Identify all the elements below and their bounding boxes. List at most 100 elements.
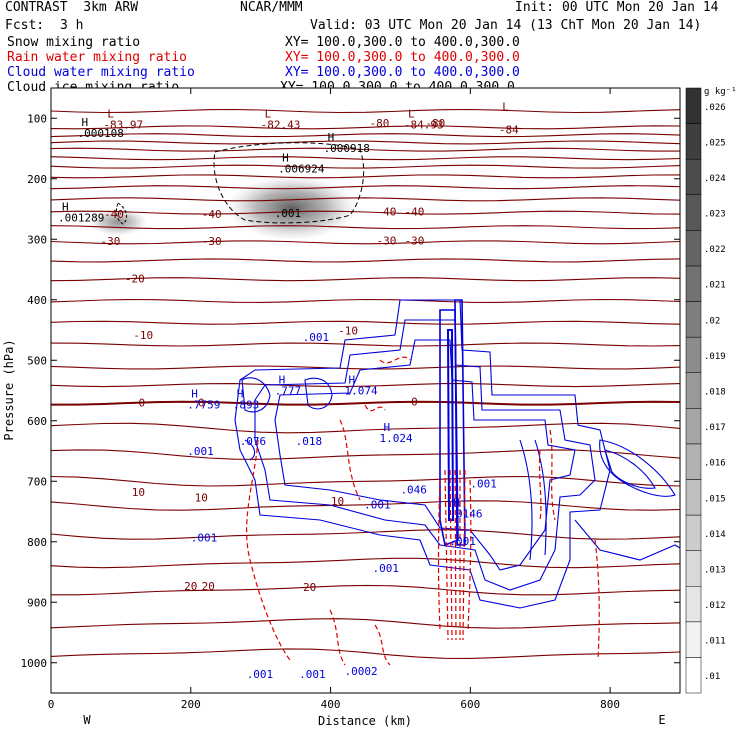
temperature-contour-line	[50, 147, 680, 152]
cloud-water-contours	[234, 299, 681, 609]
extremum-letter: H	[282, 152, 289, 165]
temperature-contour-line	[50, 648, 681, 659]
temperature-label: 0	[139, 397, 146, 410]
extremum-letter: L	[107, 108, 114, 121]
y-axis-label: Pressure (hPa)	[2, 339, 16, 440]
legend-cloud-water-xy: XY= 100.0,300.0 to 400.0,300.0	[285, 65, 520, 80]
extremum-value: .893	[233, 399, 260, 412]
temperature-contour-line	[50, 320, 681, 325]
temperature-label: 10	[132, 486, 145, 499]
temperature-contour-line	[51, 584, 681, 596]
extremum-value: .006924	[278, 163, 325, 176]
x-tick-label: 200	[181, 698, 201, 711]
temperature-contour-line	[50, 174, 681, 179]
cloud-ice-contour	[213, 142, 365, 224]
temperature-label: 0	[198, 397, 205, 410]
temperature-label: 10	[195, 492, 208, 505]
extremum-letter: H	[383, 421, 390, 434]
extremum-value: -84.93	[404, 119, 444, 132]
extremum-value: .001	[275, 207, 302, 220]
x-tick-label: 400	[321, 698, 341, 711]
temperature-label: -40	[404, 205, 424, 218]
snow-shading	[88, 176, 357, 240]
colorbar-swatch	[685, 657, 702, 694]
temperature-contour-line	[50, 240, 681, 245]
legend-snow: Snow mixing ratio	[7, 35, 141, 50]
extremum-value: .777	[275, 385, 302, 398]
legend-rain-xy: XY= 100.0,300.0 to 400.0,300.0	[285, 50, 520, 65]
colorbar-label: .011	[704, 637, 726, 647]
temperature-label: 20	[303, 581, 316, 594]
y-tick-label: 800	[27, 536, 47, 549]
temperature-label: -80	[425, 117, 445, 130]
extremum-value: .018	[296, 435, 323, 448]
temperature-contour-line	[50, 258, 681, 263]
extremum-letter: H	[453, 497, 460, 510]
temperature-contour-line	[50, 298, 681, 303]
extremum-value: .0002	[345, 665, 378, 678]
colorbar-label: .022	[704, 245, 726, 255]
temperature-contour-line	[50, 475, 681, 487]
extremum-value: .046	[400, 483, 427, 496]
colorbar-label: .024	[704, 174, 726, 184]
extremum-value: .001289	[58, 212, 104, 225]
colorbar-label: .019	[704, 352, 726, 362]
temperature-contour-line	[50, 557, 681, 569]
y-tick-label: 600	[27, 415, 47, 428]
init-time: Init: 00 UTC Mon 20 Jan 14	[515, 0, 719, 15]
colorbar-swatch	[685, 372, 702, 409]
y-tick-label: 500	[27, 354, 47, 367]
x-axis-label: Distance (km)	[318, 714, 412, 728]
y-tick-label: 100	[27, 112, 47, 125]
temperature-label: 10	[331, 495, 344, 508]
temperature-label: -80	[370, 117, 390, 130]
temperature-contour-line	[50, 185, 681, 190]
extremum-value: .001	[299, 668, 326, 681]
x-tick-label: 800	[600, 698, 620, 711]
colorbar-swatch	[685, 621, 702, 658]
colorbar-label: .016	[704, 459, 726, 469]
east-label: E	[658, 713, 665, 727]
rain-water-contours	[246, 356, 600, 666]
colorbar-label: .018	[704, 388, 726, 398]
colorbar-swatch	[685, 550, 702, 587]
temperature-label: 20	[202, 580, 215, 593]
forecast-label: Fcst:	[5, 18, 45, 33]
colorbar-label: .013	[704, 565, 726, 575]
y-tick-label: 200	[27, 173, 47, 186]
west-label: W	[83, 713, 91, 727]
colorbar-label: .021	[704, 281, 726, 291]
extremum-letter: H	[191, 388, 198, 401]
colorbar-swatch	[685, 336, 702, 373]
cloud-ice-contour-small	[115, 202, 128, 225]
x-tick-label: 0	[48, 698, 55, 711]
colorbar-label: .02	[704, 316, 720, 326]
extremum-value: .000108	[78, 127, 124, 140]
extremum-letter: H	[62, 201, 69, 214]
extremum-value: .076	[240, 435, 267, 448]
temperature-label: -30	[377, 234, 397, 247]
extremum-letter: L	[408, 108, 415, 121]
colorbar: .01 .011 .012 .013 .014 .015 .016 .017 .018 .019.…	[685, 87, 726, 694]
colorbar-label: .012	[704, 601, 726, 611]
extremum-letter: L	[502, 100, 509, 113]
extremum-letter: H	[82, 116, 89, 129]
temperature-contour-line	[50, 140, 681, 145]
y-tick-label: 300	[27, 233, 47, 246]
model-title: CONTRAST 3km ARW	[5, 0, 139, 15]
temperature-label: -40	[377, 205, 397, 218]
colorbar-swatch	[685, 158, 702, 196]
temperature-contour-line	[50, 108, 681, 114]
temperature-contour-line	[50, 422, 681, 434]
extremum-letter: H	[279, 374, 286, 387]
y-tick-label: 700	[27, 475, 47, 488]
extremum-value: .001	[449, 535, 476, 548]
colorbar-swatch	[685, 265, 702, 302]
extremum-value: .001	[470, 477, 497, 490]
temperature-contour-line	[50, 618, 681, 629]
extremum-value: .001	[364, 498, 391, 511]
colorbar-label: .023	[704, 210, 726, 220]
temperature-label: -40	[202, 208, 222, 221]
